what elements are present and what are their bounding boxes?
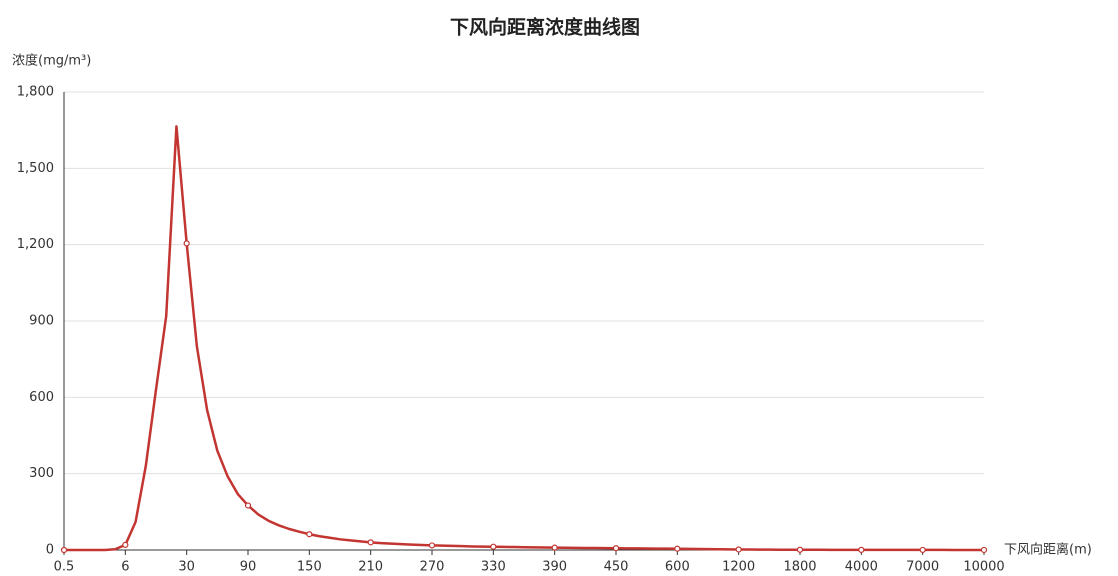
point: [796, 546, 804, 553]
point: [306, 531, 313, 538]
point: [183, 240, 190, 247]
x-tick-label: 7000: [906, 560, 939, 575]
x-tick-label: 1800: [783, 560, 816, 575]
x-tick-label: 330: [481, 560, 506, 575]
point: [490, 543, 497, 550]
y-tick-label: 1,800: [17, 85, 54, 100]
x-tick-label: 6: [121, 560, 129, 575]
point: [244, 502, 252, 509]
y-tick-label: 0: [46, 543, 54, 558]
point: [367, 539, 374, 546]
y-axis-title: 浓度(mg/m³): [12, 53, 91, 69]
chart-title: 下风向距离浓度曲线图: [450, 16, 640, 39]
y-tick-label: 600: [29, 390, 54, 405]
x-tick-label: 390: [542, 560, 567, 575]
point: [60, 546, 68, 554]
x-tick-label: 10000: [963, 560, 1004, 575]
x-tick-label: 30: [178, 560, 195, 575]
x-tick-label: 210: [358, 560, 383, 575]
point: [858, 546, 865, 553]
point: [674, 545, 681, 552]
x-tick-label: 450: [604, 560, 629, 575]
x-tick-label: 270: [420, 560, 445, 575]
x-axis-title: 下风向距离(m): [1004, 542, 1092, 558]
point: [919, 546, 926, 554]
x-tick-label: 4000: [845, 560, 878, 575]
point: [735, 546, 742, 553]
point: [551, 544, 558, 551]
y-tick-label: 300: [29, 466, 54, 481]
x-tick-label: 90: [240, 560, 257, 575]
y-tick-label: 1,200: [17, 237, 54, 252]
point: [612, 545, 620, 552]
line-series: [64, 125, 984, 552]
y-tick-label: 900: [29, 314, 54, 329]
point: [980, 546, 988, 554]
y-tick-label: 1,500: [17, 161, 54, 176]
x-tick-label: 150: [297, 560, 322, 575]
x-tick-label: 1200: [722, 560, 755, 575]
point: [428, 542, 436, 549]
x-tick-label: 600: [665, 560, 690, 575]
x-tick-label: 0.5: [54, 560, 75, 575]
point: [122, 541, 129, 549]
